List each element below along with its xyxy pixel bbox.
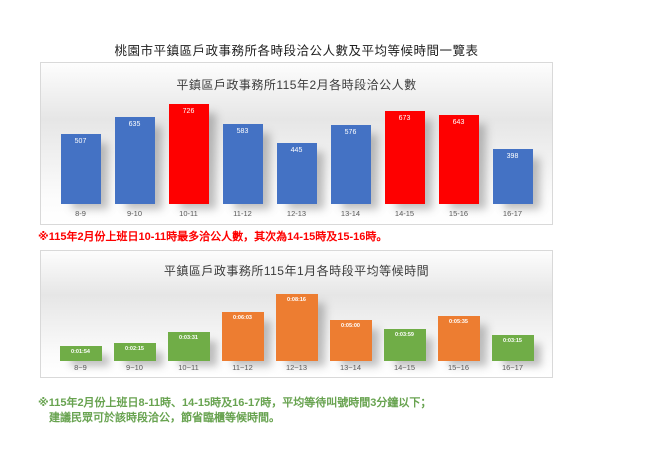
bar-11-12: 583 [222, 124, 263, 204]
bar-column-13~14: 0:05:00 13~14 [324, 285, 378, 377]
bar-column-10~11: 0:03:31 10~11 [162, 285, 216, 377]
bar-14-15: 673 [384, 111, 425, 204]
bar-9-10: 635 [114, 117, 155, 204]
bar-12-13: 445 [276, 143, 317, 204]
bar-value-label: 507 [74, 138, 87, 145]
bar-column-11~12: 0:06:03 11~12 [216, 285, 270, 377]
bar-column-8~9: 0:01:54 8~9 [54, 285, 108, 377]
bar-value-label: 0:03:31 [179, 335, 198, 341]
note-peak-hours: ※115年2月份上班日10-11時最多洽公人數，其次為14-15時及15-16時… [38, 231, 388, 243]
bar-11~12: 0:06:03 [221, 312, 264, 361]
bar-value-label: 0:06:03 [233, 315, 252, 321]
category-label: 8-9 [75, 209, 86, 218]
bar-column-10-11: 726 10-11 [162, 101, 216, 224]
bar-column-16~17: 0:03:15 16~17 [486, 285, 540, 377]
bar-value-label: 673 [398, 115, 411, 122]
bar-column-15-16: 643 15-16 [432, 101, 486, 224]
category-label: 12-13 [286, 209, 307, 218]
bar-column-9-10: 635 9-10 [108, 101, 162, 224]
category-label: 14-15 [394, 209, 415, 218]
bar-value-label: 583 [236, 128, 249, 135]
bar-16~17: 0:03:15 [491, 335, 534, 361]
bar-value-label: 576 [344, 129, 357, 136]
bar-8~9: 0:01:54 [59, 346, 102, 361]
bar-10~11: 0:03:31 [167, 332, 210, 361]
category-label: 11~12 [232, 363, 253, 372]
category-label: 13~14 [339, 363, 362, 372]
bar-value-label: 0:03:59 [395, 332, 414, 338]
chart-visitors-plot: 507 8-9 635 9-10 726 10-11 583 11-12 445 12-13 576… [41, 101, 552, 224]
category-label: 9~10 [126, 363, 143, 372]
bar-column-12~13: 0:08:16 12~13 [270, 285, 324, 377]
bar-value-label: 0:03:15 [503, 338, 522, 344]
bar-column-13-14: 576 13-14 [324, 101, 378, 224]
category-label: 16~17 [501, 363, 524, 372]
bar-16-17: 398 [492, 149, 533, 204]
bar-value-label: 0:02:15 [125, 346, 144, 352]
bar-value-label: 643 [452, 119, 465, 126]
category-label: 13-14 [340, 209, 361, 218]
category-label: 9-10 [126, 209, 142, 218]
bar-12~13: 0:08:16 [275, 294, 318, 361]
bar-9~10: 0:02:15 [113, 343, 156, 361]
bar-8-9: 507 [60, 134, 101, 204]
bar-value-label: 635 [128, 121, 141, 128]
category-label: 10~11 [178, 363, 199, 372]
category-label: 14~15 [393, 363, 416, 372]
category-label: 15-16 [448, 209, 469, 218]
note-recommendation: ※115年2月份上班日8-11時、14-15時及16-17時，平均等待叫號時間3… [38, 396, 431, 426]
bar-13-14: 576 [330, 125, 371, 204]
bar-value-label: 0:05:35 [449, 319, 468, 325]
bar-14~15: 0:03:59 [383, 329, 426, 361]
bar-value-label: 398 [506, 153, 519, 160]
page-title: 桃園市平鎮區戶政事務所各時段洽公人數及平均等候時間一覽表 [114, 44, 479, 58]
bar-column-14-15: 673 14-15 [378, 101, 432, 224]
category-label: 10-11 [179, 209, 198, 218]
bar-column-15~16: 0:05:35 15~16 [432, 285, 486, 377]
bar-value-label: 0:01:54 [71, 349, 90, 355]
note-recommendation-line2: 建議民眾可於該時段洽公，節省臨櫃等候時間。 [49, 412, 280, 424]
bar-column-14~15: 0:03:59 14~15 [378, 285, 432, 377]
bar-15-16: 643 [438, 115, 479, 204]
category-label: 16-17 [502, 209, 523, 218]
note-recommendation-line1: ※115年2月份上班日8-11時、14-15時及16-17時，平均等待叫號時間3… [38, 397, 432, 409]
category-label: 15~16 [447, 363, 470, 372]
bar-value-label: 0:08:16 [287, 297, 306, 303]
chart-visitors-panel: 平鎮區戶政事務所115年2月各時段洽公人數 507 8-9 635 9-10 726 10… [40, 62, 553, 225]
bar-15~16: 0:05:35 [437, 316, 480, 361]
category-label: 12~13 [285, 363, 308, 372]
bar-value-label: 726 [182, 108, 195, 115]
bar-10-11: 726 [168, 104, 209, 204]
chart-wait-time-plot: 0:01:54 8~9 0:02:15 9~10 0:03:31 10~11 0:06:03… [41, 285, 552, 377]
bar-column-11-12: 583 11-12 [216, 101, 270, 224]
bar-value-label: 0:05:00 [341, 323, 360, 329]
bar-column-12-13: 445 12-13 [270, 101, 324, 224]
bar-column-8-9: 507 8-9 [54, 101, 108, 224]
bar-value-label: 445 [290, 147, 303, 154]
chart-wait-time-title: 平鎮區戶政事務所115年1月各時段平均等候時間 [163, 264, 430, 278]
category-label: 11-12 [233, 209, 252, 218]
bar-column-9~10: 0:02:15 9~10 [108, 285, 162, 377]
bar-column-16-17: 398 16-17 [486, 101, 540, 224]
bar-13~14: 0:05:00 [329, 320, 372, 361]
chart-visitors-title: 平鎮區戶政事務所115年2月各時段洽公人數 [176, 78, 417, 92]
category-label: 8~9 [74, 363, 87, 372]
chart-wait-time-panel: 平鎮區戶政事務所115年1月各時段平均等候時間 0:01:54 8~9 0:02:1… [40, 250, 553, 378]
